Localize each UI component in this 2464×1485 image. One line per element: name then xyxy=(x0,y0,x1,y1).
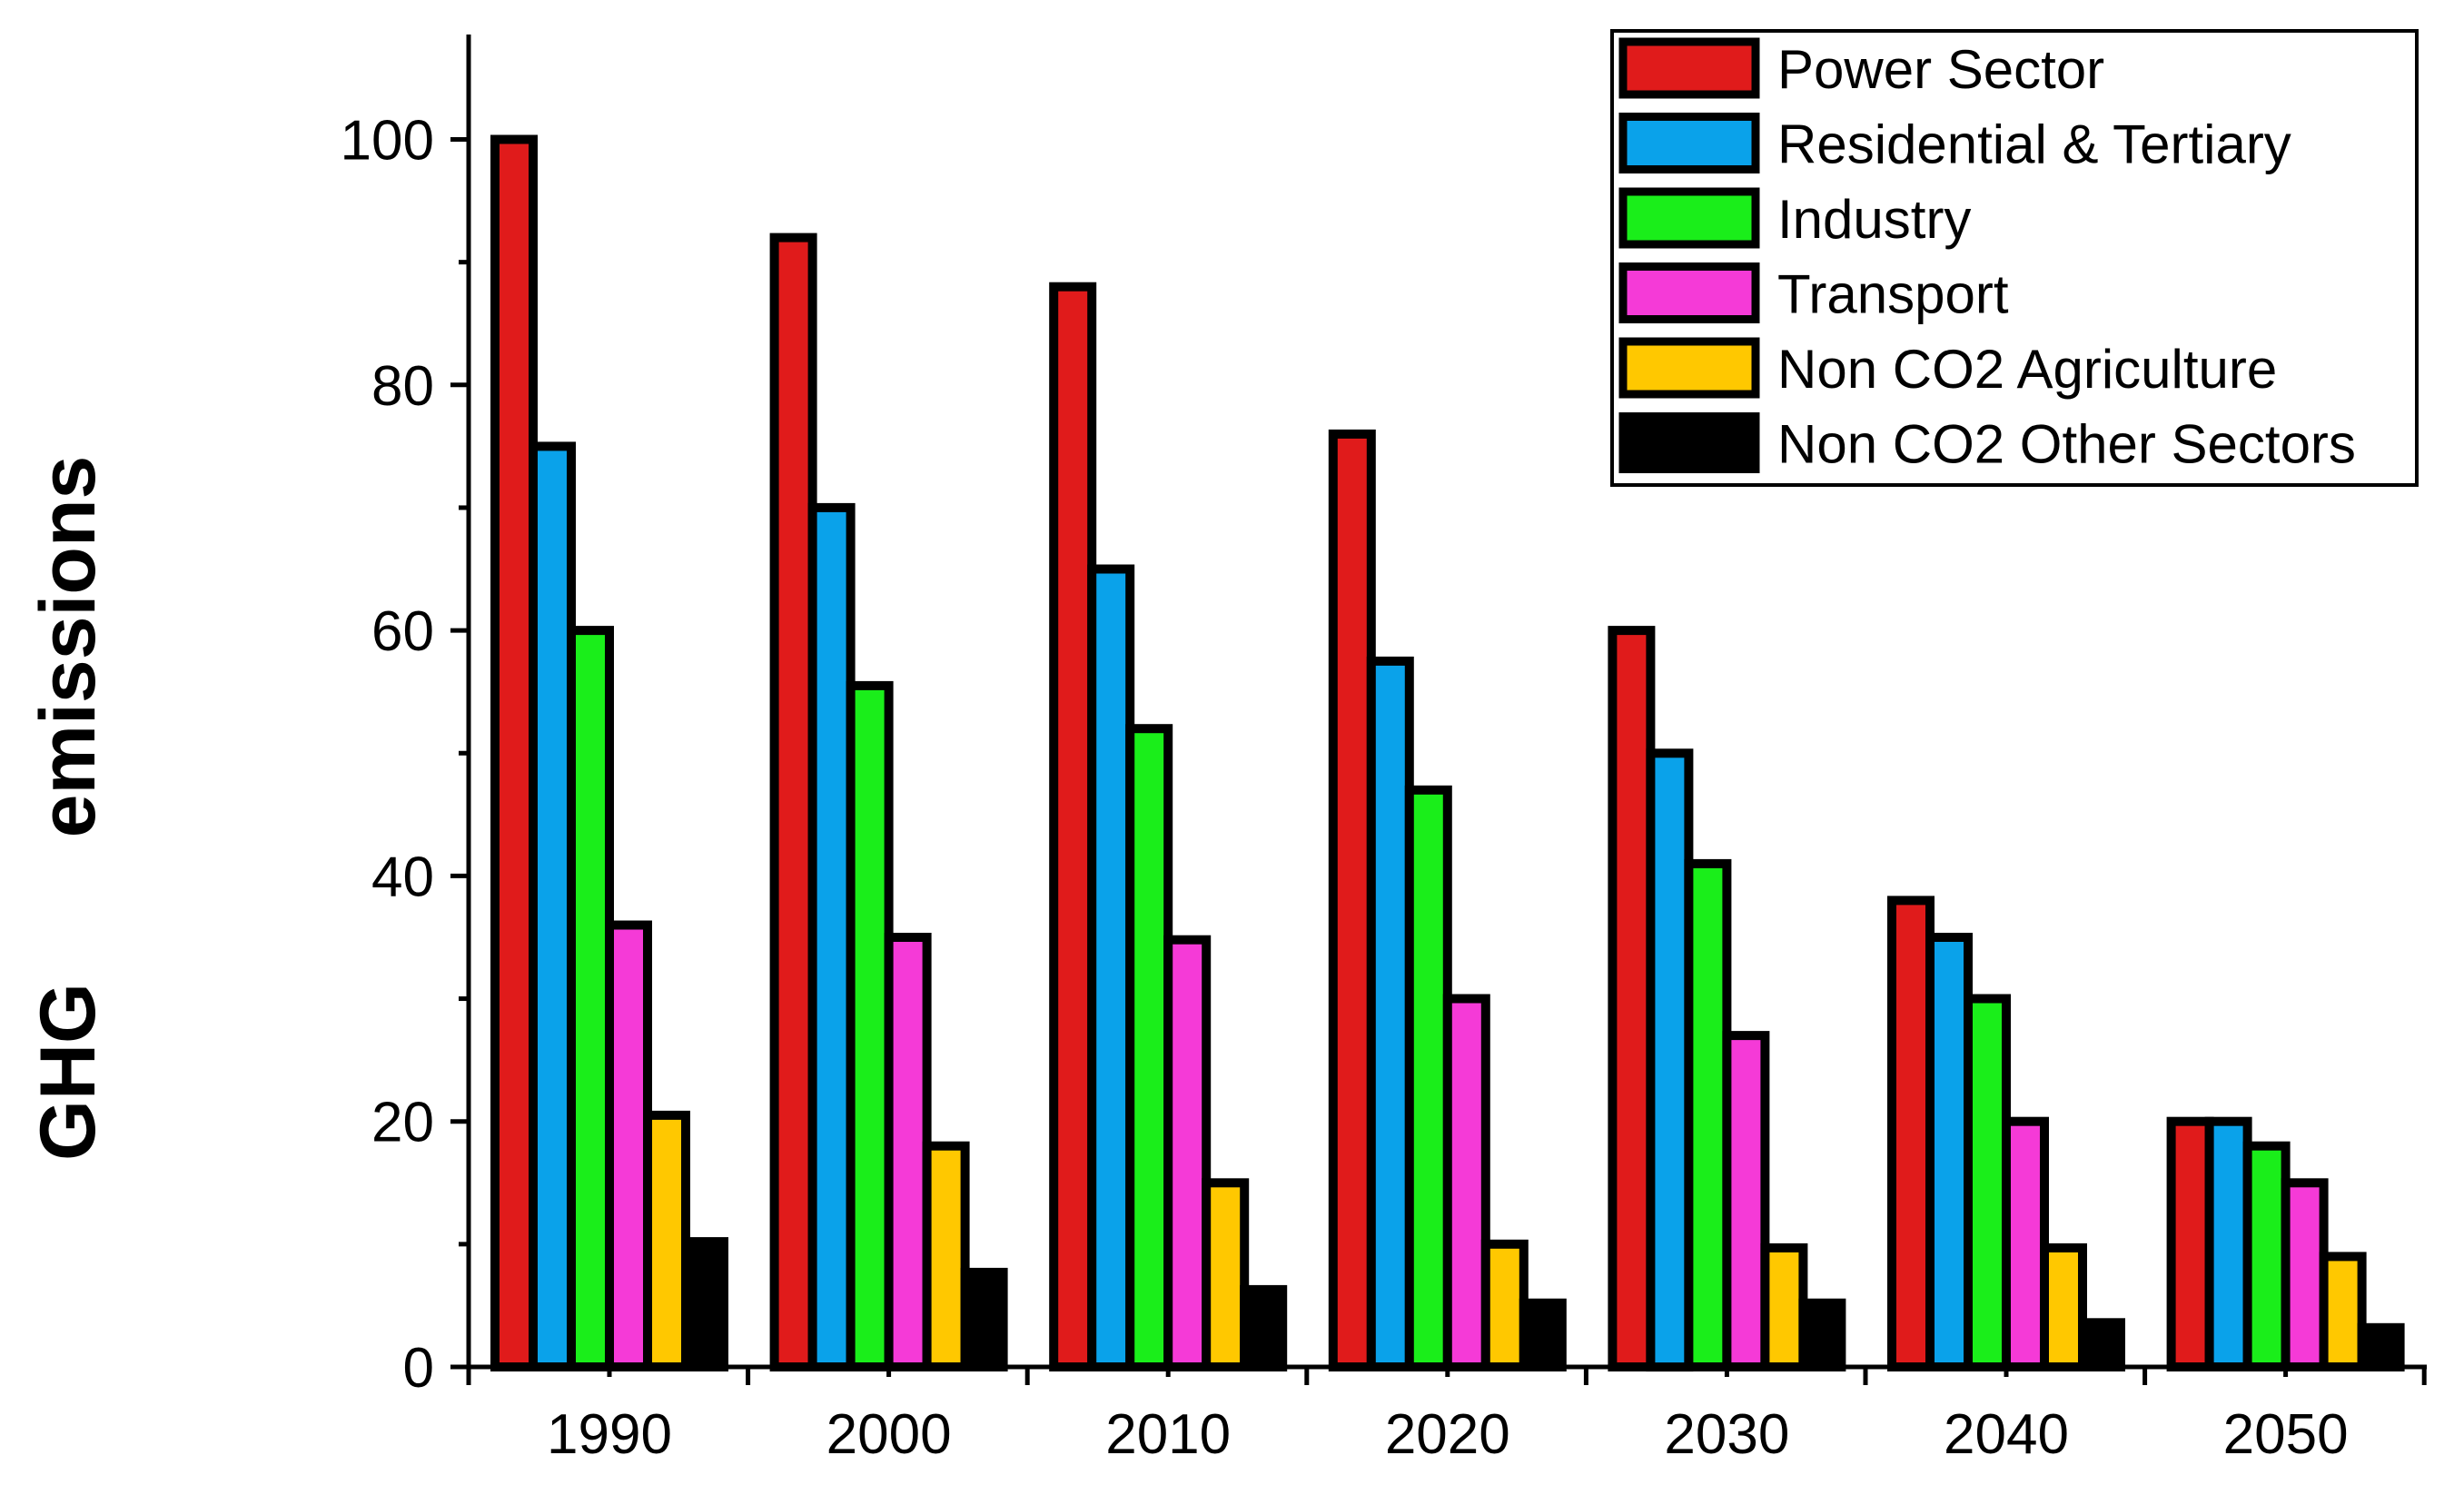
y-tick-label: 0 xyxy=(403,1337,434,1400)
bar-non-co2-other-sectors-2050 xyxy=(2357,1322,2405,1372)
legend-swatch xyxy=(1618,262,1760,323)
y-axis-label-ghg: GHG xyxy=(25,983,112,1161)
legend: Power Sector Residential & Tertiary Indust… xyxy=(1610,29,2419,487)
bar-residential-and-tertiary-2010 xyxy=(1087,564,1135,1371)
x-tick-label-2040: 2040 xyxy=(1944,1403,2069,1466)
bar-transport-2030 xyxy=(1722,1031,1770,1371)
bar-transport-2020 xyxy=(1442,994,1490,1371)
legend-label: Residential & Tertiary xyxy=(1777,114,2291,175)
bar-industry-2010 xyxy=(1125,724,1173,1371)
bar-power-sector-2000 xyxy=(769,233,817,1372)
bar-residential-and-tertiary-2000 xyxy=(807,502,856,1371)
bar-non-co2-other-sectors-2020 xyxy=(1519,1298,1567,1371)
legend-item-non-co2-other-sectors: Non CO2 Other Sectors xyxy=(1618,412,2356,475)
legend-swatch xyxy=(1618,187,1760,249)
bar-residential-and-tertiary-2040 xyxy=(1925,933,1973,1371)
bar-non-co2-other-sectors-2010 xyxy=(1240,1284,1288,1372)
legend-swatch xyxy=(1618,37,1760,99)
y-tick-label: 60 xyxy=(371,600,434,663)
bar-non-co2-agriculture-2030 xyxy=(1760,1242,1808,1372)
y-axis-label-emissions: emissions xyxy=(25,456,112,838)
x-tick-label-2000: 2000 xyxy=(826,1403,952,1466)
bar-non-co2-agriculture-2010 xyxy=(1202,1178,1250,1372)
bar-non-co2-agriculture-2050 xyxy=(2319,1252,2367,1372)
legend-swatch xyxy=(1618,337,1760,399)
legend-item-residential-and-tertiary: Residential & Tertiary xyxy=(1618,113,2291,175)
bar-power-sector-1990 xyxy=(490,134,538,1371)
bar-residential-and-tertiary-2030 xyxy=(1646,748,1694,1372)
x-tick-label-2010: 2010 xyxy=(1105,1403,1231,1466)
bar-residential-and-tertiary-2020 xyxy=(1366,656,1414,1371)
legend-label: Industry xyxy=(1777,189,1971,250)
legend-item-industry: Industry xyxy=(1618,187,1971,250)
x-tick-label-2030: 2030 xyxy=(1664,1403,1789,1466)
bar-industry-2040 xyxy=(1964,994,2011,1371)
legend-label: Transport xyxy=(1777,264,2009,325)
y-axis-label: GHG emissions xyxy=(25,456,112,1161)
legend-swatch xyxy=(1618,113,1760,173)
legend-item-power-sector: Power Sector xyxy=(1618,37,2104,100)
bar-industry-2000 xyxy=(846,680,894,1371)
bar-non-co2-agriculture-2020 xyxy=(1480,1239,1529,1372)
bar-non-co2-other-sectors-1990 xyxy=(681,1237,728,1371)
bar-power-sector-2030 xyxy=(1608,626,1656,1371)
legend-label: Power Sector xyxy=(1777,39,2104,100)
legend-label: Non CO2 Other Sectors xyxy=(1777,414,2356,475)
x-tick-label-2020: 2020 xyxy=(1385,1403,1510,1466)
bar-industry-2030 xyxy=(1684,858,1732,1371)
x-tick-label-2050: 2050 xyxy=(2223,1403,2349,1466)
bar-non-co2-agriculture-1990 xyxy=(643,1110,690,1372)
bar-residential-and-tertiary-2050 xyxy=(2204,1116,2252,1371)
legend-item-non-co2-agriculture: Non CO2 Agriculture xyxy=(1618,337,2277,400)
bar-transport-1990 xyxy=(605,920,652,1371)
x-tick-label-1990: 1990 xyxy=(547,1403,672,1466)
legend-frame xyxy=(1610,29,2419,487)
bar-non-co2-other-sectors-2030 xyxy=(1798,1298,1846,1371)
bar-non-co2-agriculture-2000 xyxy=(922,1141,970,1371)
bar-industry-2050 xyxy=(2242,1141,2291,1371)
bar-power-sector-2050 xyxy=(2166,1116,2214,1371)
y-tick-label: 100 xyxy=(341,110,434,173)
bar-transport-2010 xyxy=(1163,935,1212,1371)
bar-industry-1990 xyxy=(567,626,614,1371)
bar-industry-2020 xyxy=(1404,785,1452,1371)
y-tick-label: 40 xyxy=(371,846,434,908)
bar-non-co2-other-sectors-2040 xyxy=(2078,1318,2125,1372)
y-tick-label: 20 xyxy=(371,1092,434,1154)
bar-power-sector-2020 xyxy=(1328,429,1376,1371)
legend-swatch xyxy=(1618,412,1760,473)
bar-non-co2-other-sectors-2000 xyxy=(960,1267,1008,1372)
bar-transport-2000 xyxy=(884,933,932,1371)
bar-transport-2040 xyxy=(2002,1116,2049,1371)
bars xyxy=(490,134,2405,1372)
bar-residential-and-tertiary-1990 xyxy=(529,441,576,1371)
bar-power-sector-2040 xyxy=(1887,896,1935,1371)
legend-item-transport: Transport xyxy=(1618,262,2009,325)
bar-non-co2-agriculture-2040 xyxy=(2040,1242,2087,1372)
y-tick-label: 80 xyxy=(371,355,434,418)
legend-label: Non CO2 Agriculture xyxy=(1777,339,2277,400)
bar-transport-2050 xyxy=(2281,1178,2329,1372)
bar-power-sector-2010 xyxy=(1049,282,1097,1372)
